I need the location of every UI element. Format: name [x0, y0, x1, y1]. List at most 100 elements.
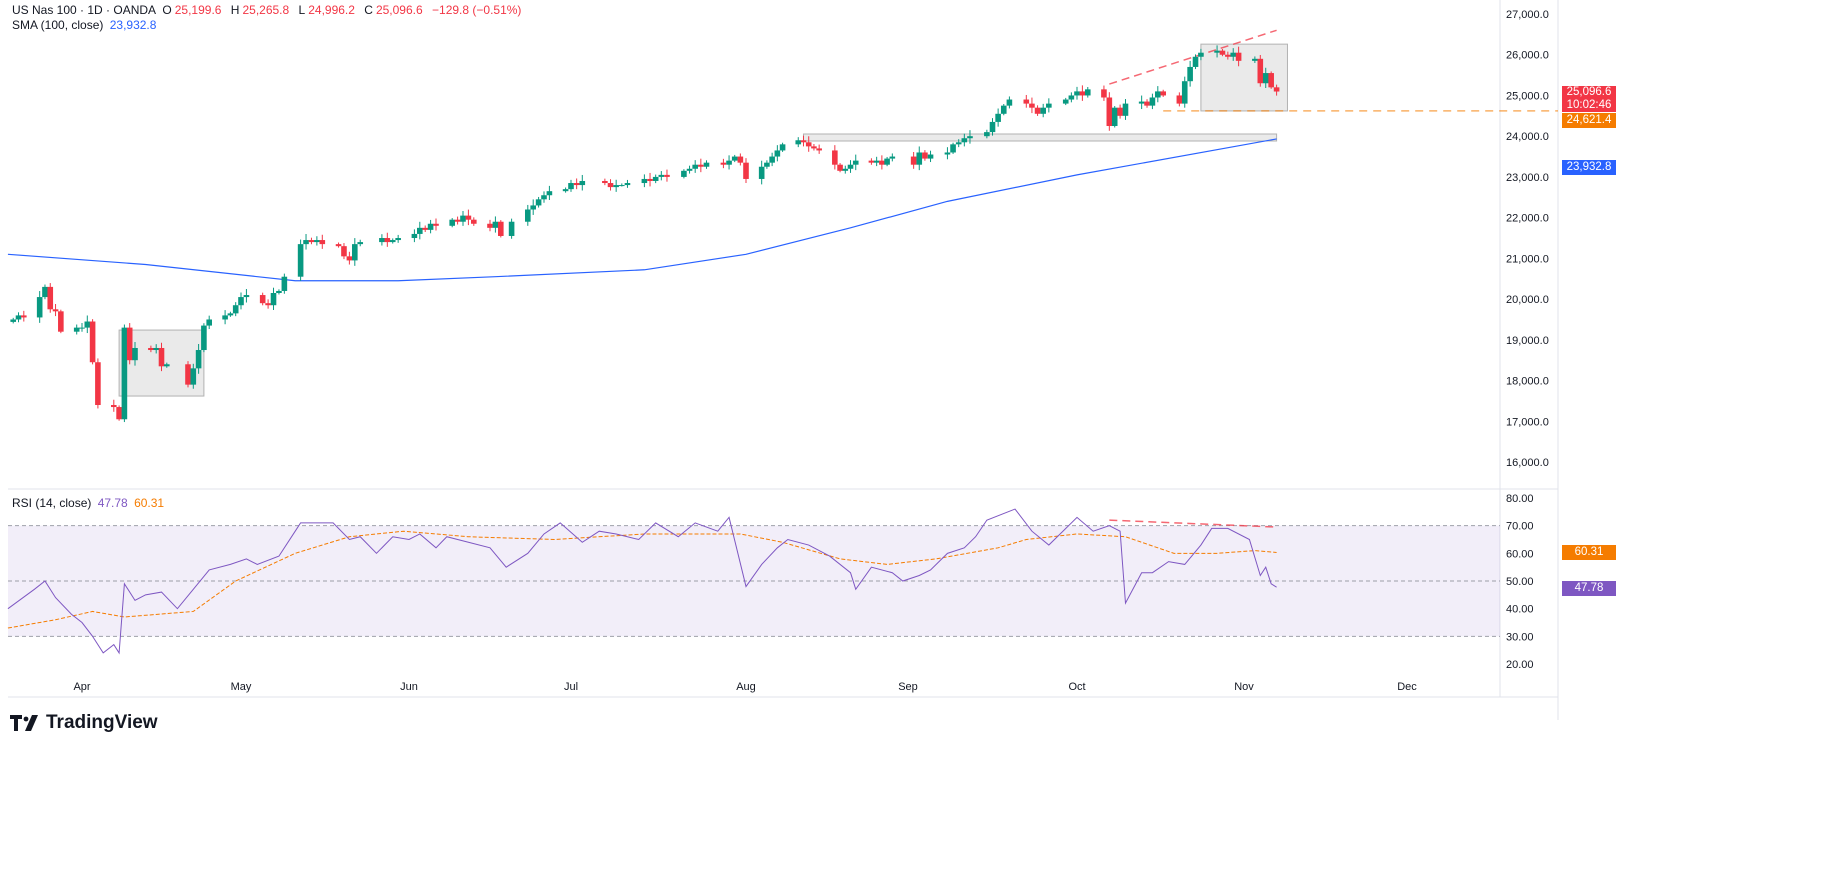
candle [842, 165, 849, 174]
candle-body [961, 138, 968, 143]
candle-body [613, 185, 619, 188]
candle-body [395, 238, 401, 241]
sma-legend[interactable]: SMA (100, close) 23,932.8 [12, 18, 159, 32]
candle [126, 323, 133, 365]
candle [720, 158, 727, 169]
candle [879, 155, 885, 170]
rsi-legend[interactable]: RSI (14, close) 47.78 60.31 [12, 496, 167, 510]
candle [1187, 60, 1193, 87]
candle-body [1111, 107, 1118, 127]
candle [647, 172, 653, 187]
candle-body [764, 162, 770, 167]
symbol-legend[interactable]: US Nas 100 · 1D · OANDA O 25,199.6 H 25,26… [12, 3, 524, 17]
candle-body [535, 199, 542, 206]
candle [1214, 45, 1220, 58]
candle [270, 287, 277, 310]
rsi-axis[interactable]: 80.00 70.00 60.00 50.00 40.00 30.00 20.00 [1506, 493, 1534, 671]
candle-body [602, 180, 608, 184]
candle [681, 169, 687, 179]
candle [743, 158, 749, 184]
candle [1176, 92, 1183, 107]
candle [811, 144, 817, 151]
candle-body [1029, 103, 1035, 108]
candle [832, 145, 838, 170]
candle [303, 234, 309, 250]
candle-body [36, 297, 43, 318]
candle [265, 299, 271, 309]
candle [1252, 56, 1258, 63]
candle [36, 291, 43, 323]
price-tick-label: 20,000.0 [1506, 294, 1549, 306]
candle [837, 163, 843, 173]
candle [449, 218, 455, 228]
candle [276, 289, 282, 295]
price-tick-label: 22,000.0 [1506, 213, 1549, 225]
candle [535, 196, 542, 208]
candle [1068, 92, 1075, 103]
time-tick-label: Apr [73, 681, 90, 693]
sma-line [7, 138, 1277, 282]
candle-body [1252, 58, 1258, 61]
candle-body [352, 244, 358, 261]
candle [1138, 95, 1145, 110]
candle-body [1023, 99, 1030, 104]
candle-body [433, 223, 439, 226]
candle [1111, 106, 1118, 128]
candle-body [132, 347, 138, 361]
candle [1262, 67, 1269, 89]
price-axis[interactable]: 27,000.0 26,000.0 25,000.0 24,000.0 23,000.0… [1506, 9, 1549, 469]
candle [42, 284, 48, 300]
candle-body [449, 219, 455, 226]
candle [411, 229, 418, 243]
sma-value: 23,932.8 [109, 18, 157, 32]
candle-body [579, 180, 586, 186]
candle-body [1144, 101, 1150, 106]
candle [232, 302, 239, 317]
candle [944, 147, 951, 160]
candle [1273, 84, 1280, 96]
candle [1225, 51, 1231, 60]
candle-body [319, 240, 326, 245]
ohlc-high: H 25,265.8 [230, 3, 290, 17]
candles [10, 45, 1280, 423]
candle-body [955, 142, 962, 145]
candle [1000, 104, 1007, 116]
candle-body [889, 156, 896, 159]
candle-body [389, 240, 396, 243]
candle-body [308, 240, 315, 243]
rsi-trendline-drawing [1109, 519, 1277, 528]
candle-body [1079, 91, 1086, 96]
candle-body [546, 191, 553, 196]
candle-body [664, 174, 670, 177]
candle-body [652, 176, 659, 181]
candle-body [873, 160, 880, 163]
rsi-value: 47.78 [97, 496, 128, 510]
candle-body [731, 156, 738, 161]
candle-body [852, 160, 859, 165]
candle-body [1106, 97, 1113, 127]
candle [579, 174, 586, 191]
time-axis[interactable]: Apr May Jun Jul Aug Sep Oct Nov Dec [73, 681, 1417, 693]
candle [47, 283, 54, 313]
candle-body [190, 368, 197, 385]
candle-body [1160, 91, 1166, 96]
candle [884, 156, 890, 167]
drawings[interactable] [118, 29, 1558, 528]
candle [206, 315, 212, 330]
candle-body [232, 305, 239, 314]
price-tick-label: 18,000.0 [1506, 376, 1549, 388]
rsi-tick-label: 60.00 [1506, 548, 1534, 560]
candle-body [1198, 52, 1204, 57]
candle-body [811, 146, 817, 149]
candle [201, 323, 207, 353]
time-tick-label: Oct [1068, 681, 1085, 693]
candle-body [417, 227, 423, 234]
candle [816, 144, 822, 154]
candle [281, 273, 288, 294]
tradingview-logo-icon [10, 715, 38, 731]
candle [619, 183, 625, 187]
symbol-title: US Nas 100 · 1D · OANDA [12, 3, 157, 17]
tradingview-logo[interactable]: TradingView [10, 712, 158, 734]
candle-body [737, 156, 744, 163]
